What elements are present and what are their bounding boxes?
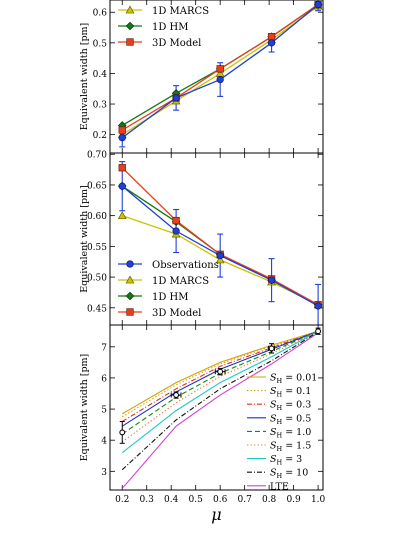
model3d-marker-3 [267,33,276,41]
x-tick-label: 1.0 [311,495,326,505]
obs-marker-0 [118,134,126,142]
plot-area [117,0,323,148]
x-tick-label: 0.6 [213,495,228,505]
hm-marker-2 [125,291,135,301]
y-tick-label: 4 [101,437,107,447]
y-tick-label: 7 [101,343,107,353]
model3d-marker-1 [172,216,180,225]
hm-marker-1 [125,21,135,31]
y-tick-label: 0.5 [93,39,108,49]
x-tick-label: 0.7 [237,495,252,505]
x-axis-label: μ [211,505,221,524]
plot-area [117,161,323,325]
legend: 1D MARCS 1D HM 3D Model [118,5,209,49]
legend-label: SH = 1.0 [270,427,311,440]
x-tick-label: 0.5 [189,495,204,505]
legend-label: SH = 1.5 [270,441,311,454]
marcs-marker-0 [125,5,135,14]
sh-line [121,332,319,489]
y-tick-label: 0.60 [87,212,107,222]
obs-marker-4 [314,0,322,9]
legend-label: SH = 0.1 [270,386,311,399]
legend-label: 1D MARCS [152,276,209,287]
obs-marker-0 [126,260,134,268]
model3d-marker-0 [118,164,126,172]
sh-line [121,331,319,471]
y-tick-label: 0.4 [93,70,108,80]
panel-2: 0.45 0.50 0.55 0.60 0.65 0.70 Equivalent width… [79,151,324,326]
x-tick-label: 0.2 [115,495,129,505]
legend-label: 1D HM [152,22,189,33]
legend-label: 3D Model [152,38,201,49]
sh-line [121,330,319,415]
y-tick-label: 0.3 [93,101,108,111]
y-tick-label: 5 [101,406,107,416]
legend-label: SH = 0.5 [270,413,311,426]
marcs-marker-0 [117,211,127,220]
legend-label: SH = 0.3 [270,400,311,413]
obs-marker-2 [217,368,224,375]
obs-marker-1 [173,392,180,398]
model3d-marker-2 [126,38,134,46]
obs-marker-3 [267,276,276,284]
obs-marker-3 [267,39,276,47]
obs-marker-0 [119,429,126,436]
model3d-marker-3 [126,308,134,316]
y-tick-label: 0.6 [93,9,108,19]
y-tick-label: 0.50 [87,274,107,284]
marcs-marker-1 [125,275,135,284]
y-tick-label: 3 [101,468,107,478]
obs-marker-4 [314,302,322,310]
legend-label: 3D Model [152,308,201,319]
obs-marker-3 [268,345,275,352]
y-tick-label: 0.55 [87,243,107,253]
marcs-marker-2 [215,255,225,264]
y-tick-label: 0.65 [87,181,107,191]
legend-label: 1D HM [152,292,189,303]
y-tick-label: 6 [101,374,107,384]
panel-frame [109,152,324,326]
x-tick-label: 0.8 [262,495,277,505]
legend-label: SH = 10 [270,468,308,481]
obs-marker-2 [216,75,224,84]
sh-line [121,330,319,422]
legend-label: SH = 0.01 [270,373,317,386]
legend: Observations 1D MARCS 1D HM 3D Model [118,260,219,319]
x-tick-label: 0.4 [164,495,179,505]
model3d-marker-2 [216,65,224,73]
legend-label: SH = 3 [270,454,302,467]
obs-marker-0 [118,182,126,190]
sh-line [121,330,319,454]
panel-3: 3 4 5 6 7 0.2 0.3 0.4 0.5 0.6 0.7 0.8 0.9 1.0 Equivale… [79,324,326,524]
legend-label: LTE [270,481,289,492]
y-axis-label: Equivalent width [pm] [79,185,90,293]
obs-marker-4 [315,328,322,335]
panel-frame [109,324,324,491]
legend-label: 1D MARCS [152,6,209,17]
obs-marker-2 [216,251,224,260]
model3d-marker-0 [118,126,126,134]
x-tick-label: 0.9 [286,495,301,505]
y-tick-label: 0.45 [87,304,107,314]
sh-line [121,330,319,418]
y-axis-label: Equivalent width [pm] [79,23,90,131]
legend-label: Observations [152,260,219,271]
obs-marker-1 [172,94,180,102]
x-tick-label: 0.3 [140,495,155,505]
y-tick-label: 0.2 [93,131,107,141]
y-axis-label: Equivalent width [pm] [79,354,90,462]
y-tick-label: 0.70 [87,151,107,161]
plot-area [119,327,322,489]
obs-marker-1 [172,227,180,235]
